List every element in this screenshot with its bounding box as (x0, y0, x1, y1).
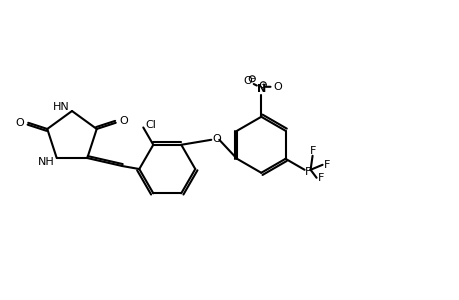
Text: O: O (272, 82, 281, 92)
Text: F: F (323, 160, 329, 170)
Text: Cl: Cl (145, 121, 156, 130)
Text: +: + (260, 82, 266, 88)
Text: O: O (16, 118, 24, 128)
Text: HN: HN (53, 102, 70, 112)
Text: NH: NH (38, 157, 55, 167)
Text: F: F (309, 146, 315, 156)
Text: −: − (249, 76, 255, 82)
Text: F: F (317, 173, 323, 183)
Text: N: N (256, 84, 265, 94)
Text: O: O (242, 76, 251, 86)
Text: O: O (212, 134, 220, 144)
Text: F: F (304, 167, 310, 177)
Text: O: O (119, 116, 128, 126)
